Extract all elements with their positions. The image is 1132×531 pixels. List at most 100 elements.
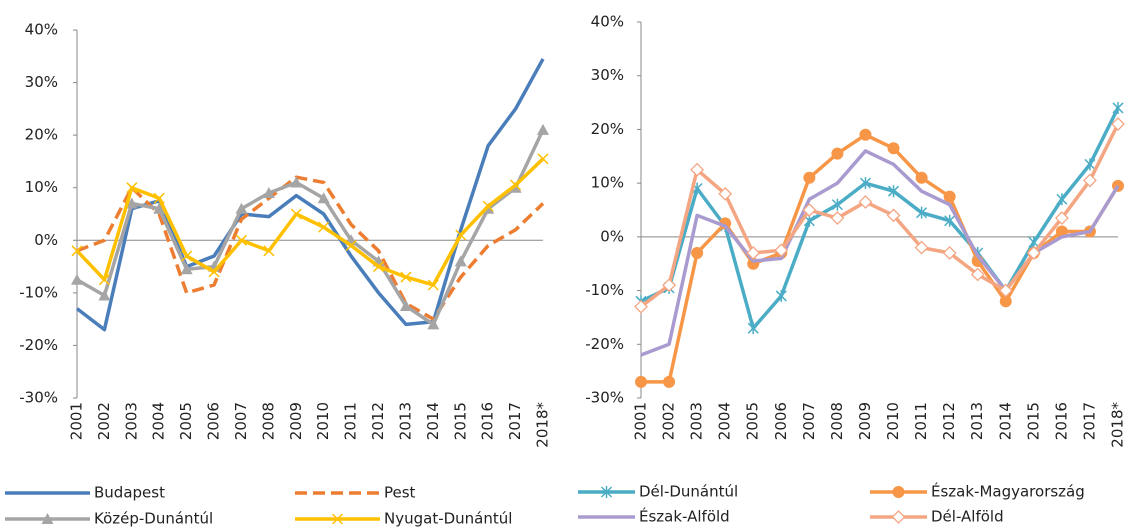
marker: [747, 322, 759, 335]
x-tick-label: 2017: [506, 402, 524, 440]
marker: [482, 200, 494, 212]
x-tick-label: 2005: [177, 402, 195, 440]
x-tick-label: 2001: [68, 402, 86, 440]
marker: [235, 234, 248, 246]
x-tick-label: 2008: [828, 402, 846, 440]
marker: [944, 214, 956, 227]
y-tick-label: -20%: [585, 335, 624, 353]
legend-marker: [600, 486, 613, 498]
x-tick-label: 2002: [660, 402, 678, 440]
marker: [455, 229, 467, 241]
marker: [914, 240, 929, 255]
x-tick-label: 2015: [1024, 402, 1042, 440]
marker: [830, 211, 845, 225]
x-tick-label: 2002: [95, 402, 113, 440]
marker: [318, 221, 330, 233]
legend-label: Nyugat-Dunántúl: [384, 510, 512, 528]
x-tick-label: 2011: [342, 402, 360, 440]
marker: [858, 195, 873, 209]
marker: [290, 208, 302, 220]
x-tick-label: 2014: [424, 402, 442, 440]
marker: [916, 206, 928, 219]
marker: [153, 202, 166, 214]
marker: [71, 273, 83, 285]
x-tick-label: 2005: [744, 402, 762, 440]
marker: [372, 261, 385, 273]
x-tick-label: 2013: [968, 402, 986, 440]
marker: [400, 271, 412, 283]
y-tick-label: 40%: [25, 21, 58, 39]
y-tick-label: 40%: [591, 13, 624, 31]
y-tick-label: -30%: [585, 389, 624, 407]
legend-marker: [41, 513, 54, 524]
legend-label: Dél-Dunántúl: [639, 483, 738, 501]
x-tick-label: 2017: [1080, 402, 1098, 440]
marker: [775, 289, 787, 302]
marker: [1083, 173, 1097, 188]
marker: [1112, 101, 1124, 114]
x-tick-label: 2004: [716, 402, 734, 440]
marker: [262, 186, 275, 198]
marker: [98, 274, 110, 286]
x-tick-label: 2018*: [534, 402, 552, 448]
x-tick-label: 2009: [856, 402, 874, 440]
legend-marker: [331, 513, 344, 525]
x-tick-label: 2015: [451, 402, 469, 440]
series-line: [75, 157, 545, 287]
marker: [181, 250, 193, 262]
marker: [887, 142, 900, 155]
marker: [915, 171, 928, 184]
marker: [331, 513, 344, 525]
marker: [427, 279, 439, 291]
marker: [399, 300, 412, 311]
x-tick-label: 2006: [205, 402, 223, 440]
marker: [1026, 246, 1041, 260]
marker: [970, 267, 985, 282]
marker: [635, 375, 647, 388]
x-tick-label: 2004: [150, 402, 168, 440]
marker: [802, 203, 817, 217]
x-tick-label: 2016: [479, 402, 497, 440]
x-tick-label: 2011: [912, 402, 930, 440]
x-tick-label: 2009: [287, 402, 305, 440]
x-tick-label: 2014: [996, 402, 1014, 440]
marker: [1111, 117, 1125, 131]
x-tick-label: 2010: [884, 402, 902, 440]
x-tick-label: 2006: [772, 402, 790, 440]
marker: [454, 255, 467, 267]
marker: [427, 318, 440, 330]
marker: [774, 243, 789, 258]
marker: [943, 190, 956, 203]
marker: [600, 486, 613, 498]
x-tick-label: 2001: [632, 402, 650, 440]
marker: [235, 202, 248, 214]
legend-label: Budapest: [94, 484, 165, 502]
series-line: [640, 149, 1120, 357]
x-tick-label: 2007: [800, 402, 818, 440]
marker: [153, 192, 165, 204]
marker: [537, 153, 549, 165]
chart: -30% -20% -10% 0% 10% 20% 30% 40% 2001 2002 2003 20…: [5, 21, 552, 528]
marker: [831, 147, 844, 160]
series-line: [639, 123, 1120, 309]
x-tick-label: 2012: [369, 402, 387, 440]
y-tick-label: -10%: [19, 283, 58, 301]
y-tick-label: 10%: [591, 174, 624, 192]
marker: [690, 162, 705, 177]
y-tick-label: 10%: [25, 178, 58, 196]
y-tick-label: 0%: [34, 231, 58, 249]
marker: [891, 510, 906, 524]
marker: [1084, 158, 1096, 171]
marker: [510, 179, 522, 191]
series-line: [641, 133, 1120, 384]
marker: [71, 245, 83, 257]
marker: [317, 192, 330, 204]
marker: [999, 295, 1012, 308]
series-line: [76, 129, 545, 327]
x-tick-label: 2018*: [1109, 402, 1127, 448]
marker: [126, 182, 138, 194]
y-tick-label: 20%: [591, 120, 624, 138]
marker: [98, 289, 111, 301]
x-tick-label: 2013: [396, 402, 414, 440]
marker: [1056, 193, 1068, 206]
